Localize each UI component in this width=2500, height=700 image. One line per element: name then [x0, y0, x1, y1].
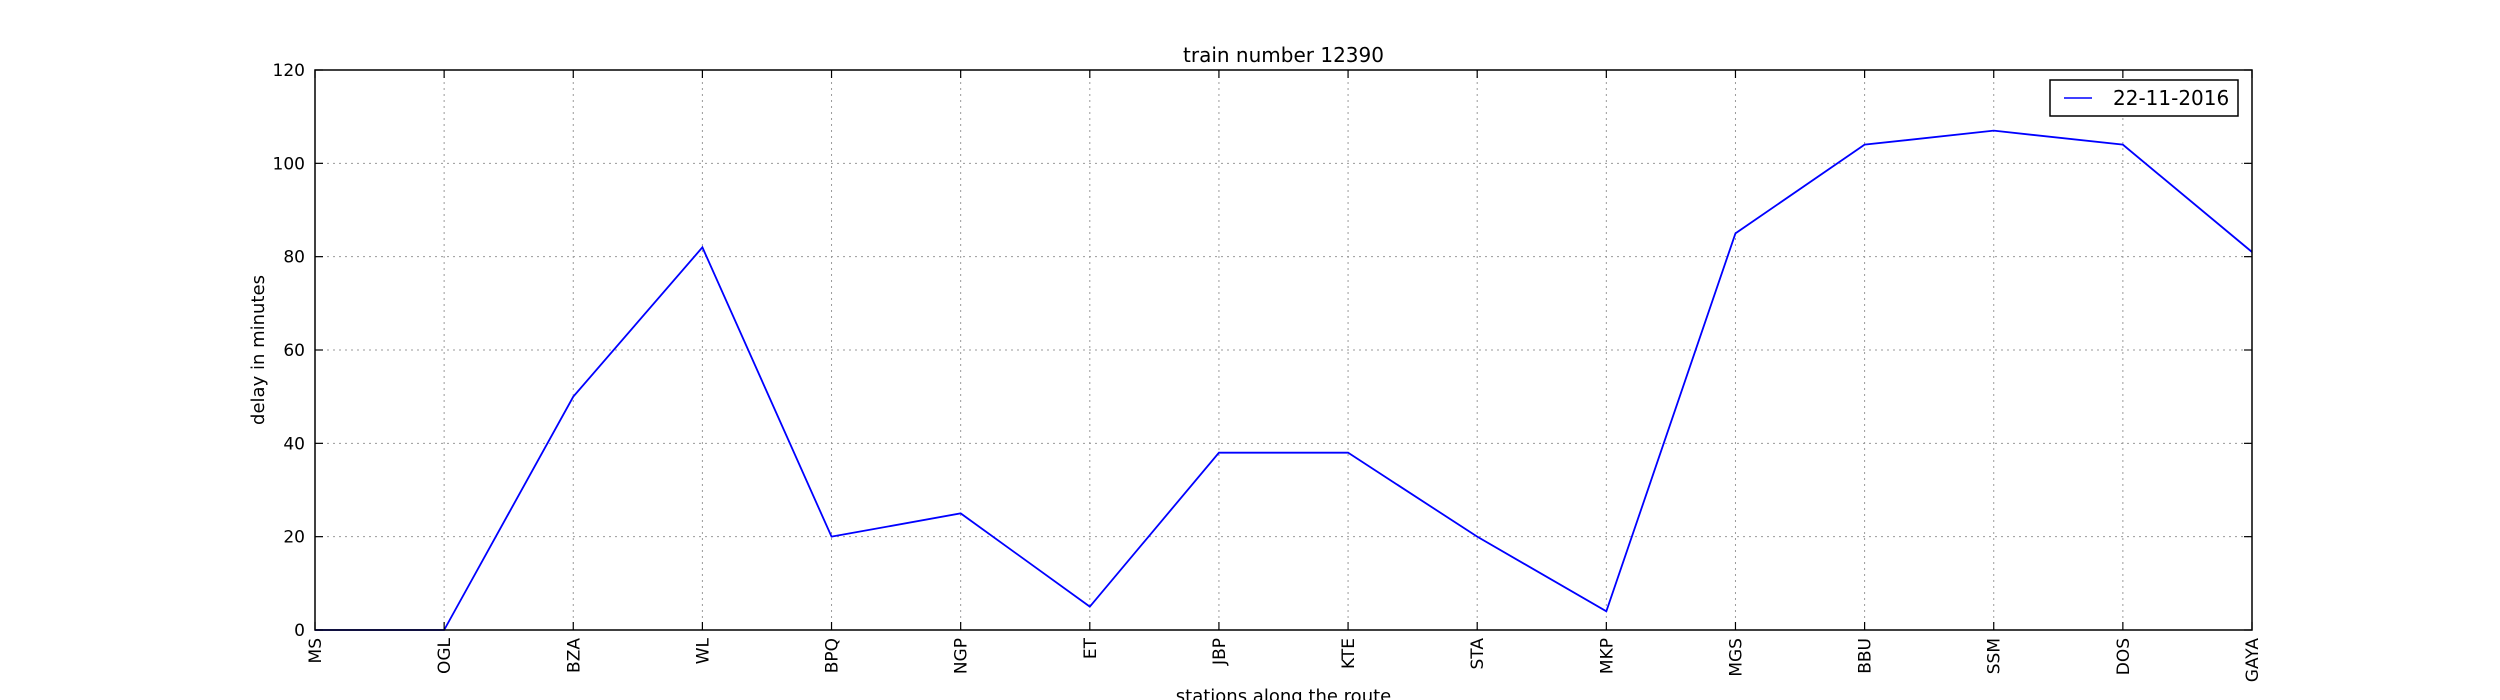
x-tick-label: MGS [1726, 638, 1746, 677]
legend: 22-11-2016 [2049, 79, 2239, 117]
y-axis-ticks: 0 20 40 60 80 100 120 [273, 61, 2252, 641]
y-tick-label: 120 [273, 61, 305, 81]
x-tick-label: MS [306, 638, 326, 663]
x-tick-label: WL [693, 637, 713, 664]
x-tick-label: ET [1081, 637, 1101, 659]
x-tick-label: KTE [1339, 638, 1359, 669]
y-tick-label: 0 [294, 621, 305, 641]
y-axis-label: delay in minutes [248, 275, 269, 425]
x-tick-label: MKP [1597, 638, 1617, 674]
x-tick-label: STA [1468, 638, 1488, 670]
y-tick-label: 60 [283, 341, 305, 361]
chart-title: train number 12390 [1183, 43, 1384, 67]
x-tick-label: JBP [1210, 638, 1230, 666]
y-tick-label: 40 [283, 434, 305, 454]
x-tick-label: GAYA [2243, 638, 2263, 683]
y-tick-label: 20 [283, 528, 305, 548]
grid [315, 70, 2252, 630]
legend-entry: 22-11-2016 [2113, 86, 2229, 110]
x-tick-label: NGP [952, 638, 972, 674]
x-tick-label: SSM [1985, 638, 2005, 674]
x-tick-label: DOS [2114, 638, 2134, 675]
series-layer [315, 129, 2253, 631]
series-line [315, 129, 2253, 631]
x-axis-ticks: MS OGL BZA WL BPQ NGP ET JBP KTE STA MKP MGS BBU SSM D… [306, 70, 2263, 682]
x-axis-label: stations along the route [1176, 686, 1391, 700]
x-tick-label: BZA [564, 638, 584, 673]
y-tick-label: 100 [273, 154, 305, 174]
x-tick-label: BBU [1856, 638, 1876, 674]
x-tick-label: OGL [435, 637, 455, 674]
y-tick-label: 80 [283, 248, 305, 268]
x-tick-label: BPQ [823, 638, 843, 673]
